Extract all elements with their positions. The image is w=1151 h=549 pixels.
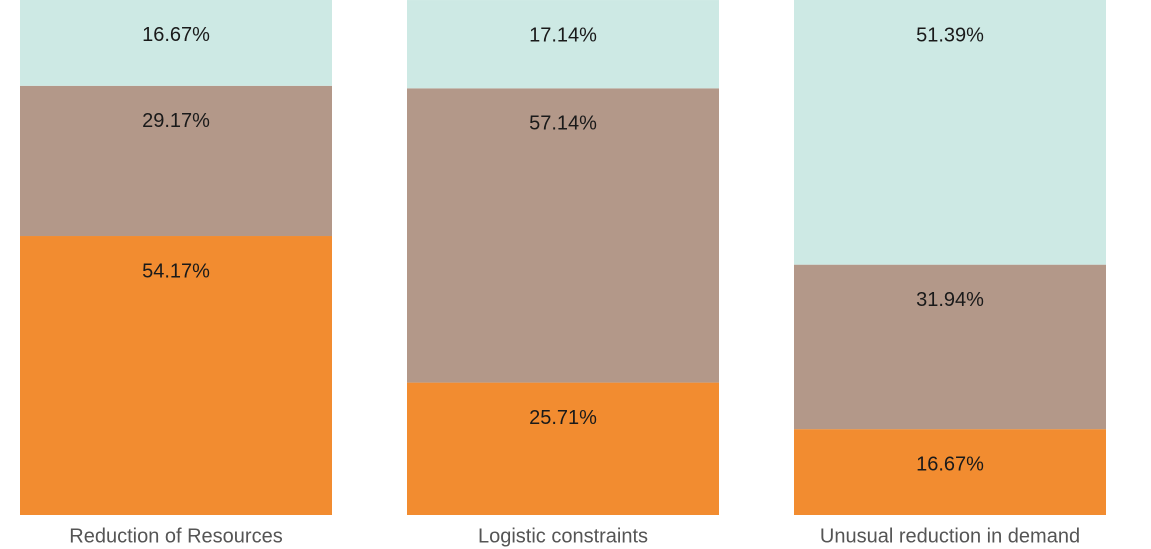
bar-segment	[20, 85, 332, 237]
x-tick-label: Unusual reduction in demand	[820, 525, 1080, 547]
segment-label: 25.71%	[529, 407, 597, 429]
segment-label: 54.17%	[142, 260, 210, 282]
segment-label: 51.39%	[916, 24, 984, 46]
x-tick-label: Reduction of Resources	[69, 525, 282, 547]
bar-segment	[407, 382, 719, 515]
bar-segment	[794, 0, 1106, 265]
segment-label: 16.67%	[916, 453, 984, 475]
bar-segment	[794, 264, 1106, 430]
segment-label: 17.14%	[529, 24, 597, 46]
bar-segment	[20, 0, 332, 86]
bar-segment	[407, 0, 719, 89]
segment-label: 16.67%	[142, 24, 210, 46]
bar-segment	[20, 236, 332, 515]
bar-segment	[407, 88, 719, 383]
x-tick-label: Logistic constraints	[478, 525, 648, 547]
bar-segment	[794, 429, 1106, 515]
segment-label: 57.14%	[529, 113, 597, 135]
segment-label: 29.17%	[142, 110, 210, 132]
segment-label: 31.94%	[916, 289, 984, 311]
